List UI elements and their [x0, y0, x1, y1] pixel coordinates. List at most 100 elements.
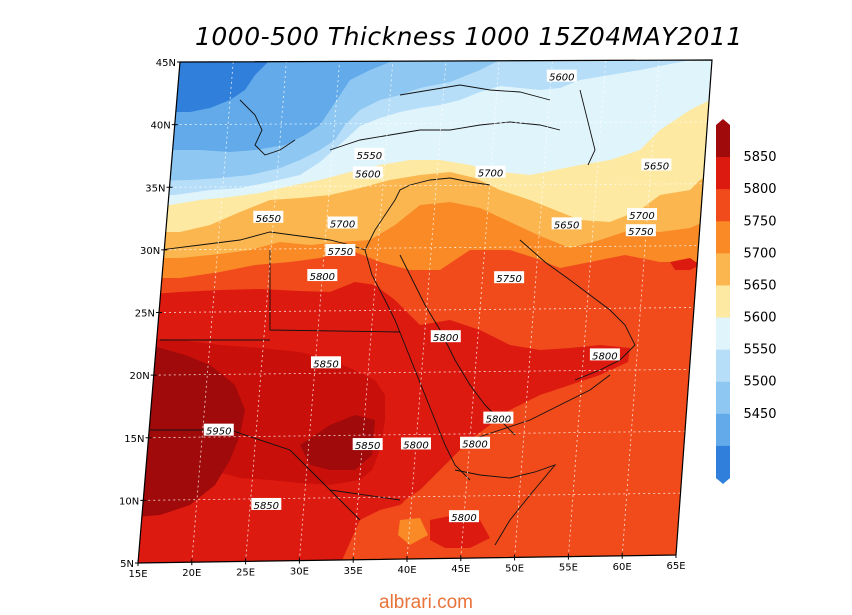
contour-label-bg	[448, 510, 479, 523]
longitude-label: 65E	[666, 561, 685, 572]
coastline-caspian	[579, 89, 596, 166]
contour-label-text: 5750	[328, 247, 353, 258]
contour-label-bg	[352, 438, 383, 451]
contour-label-bg	[352, 166, 383, 179]
latitude-label: 5N	[120, 559, 134, 570]
contour-label-text: 5750	[496, 274, 521, 285]
contour-label-bg	[625, 224, 656, 237]
contour-label-bg	[459, 436, 490, 449]
contour-label-text: 5650	[554, 220, 579, 231]
contour-label-bg	[325, 243, 356, 256]
contour-label: 5700	[475, 165, 506, 180]
contour-label-text: 5700	[629, 211, 654, 222]
contour-label-text: 5750	[628, 227, 653, 238]
contour-label: 5700	[627, 208, 658, 222]
contour-label-text: 5800	[462, 440, 487, 451]
contour-label: 5800	[430, 330, 461, 344]
map-fill-layer	[138, 60, 712, 563]
contour-label-text: 5800	[592, 351, 617, 362]
parallel-line	[174, 121, 708, 126]
contour-label: 5650	[551, 217, 582, 231]
contour-label: 5750	[625, 224, 656, 238]
longitude-label: 40E	[397, 565, 416, 576]
legend-swatch	[716, 221, 730, 254]
band-5900-east	[300, 415, 375, 470]
contour-label-bg	[494, 271, 525, 284]
parallel-line	[158, 307, 695, 313]
contour-label: 5600	[546, 69, 577, 84]
latitude-label: 45N	[156, 58, 176, 69]
parallel-line	[164, 245, 699, 251]
contour-label-bg	[327, 216, 358, 229]
longitude-label: 45E	[451, 564, 470, 575]
legend-swatch	[716, 189, 730, 222]
contour-label-bg	[310, 356, 341, 369]
contour-label: 5750	[494, 271, 525, 285]
legend-swatch	[716, 125, 730, 158]
contour-label-text: 5700	[478, 169, 503, 180]
meridian-line	[245, 61, 287, 562]
color-legend: 5850 5800 5750 5700 5650 5600 5550 5500 5450	[716, 119, 777, 484]
contour-label-layer: 5600 5550 5600 5700 5650 5650 5700 5650 5700 5750…	[203, 69, 672, 524]
band-5900	[138, 345, 245, 520]
longitude-label: 30E	[290, 567, 309, 578]
contour-label: 5800	[400, 437, 431, 451]
latitude-label: 10N	[119, 496, 139, 507]
legend-swatch	[716, 413, 730, 447]
contour-label: 5700	[327, 216, 358, 231]
legend-swatch	[716, 349, 730, 383]
map-title: 1000-500 Thickness 1000 15Z04MAY2011	[195, 22, 743, 51]
coastline-arabia-south	[469, 374, 611, 441]
coastline-turkey	[329, 121, 561, 151]
contour-label-bg	[354, 147, 385, 160]
meridian-line	[514, 60, 553, 558]
contour-label-bg	[203, 423, 234, 436]
contour-label-bg	[546, 69, 577, 82]
contour-label-text: 5800	[486, 415, 511, 426]
longitude-label: 15E	[128, 569, 147, 580]
band-5800-horn	[430, 515, 490, 548]
coastline-gulf	[519, 239, 636, 381]
contour-label: 5850	[352, 438, 383, 452]
meridian-line	[352, 61, 394, 560]
band-5700-horn	[398, 518, 428, 545]
coastline-greece	[239, 99, 296, 156]
contour-label-text: 5700	[330, 220, 355, 231]
longitude-label: 60E	[613, 562, 632, 573]
meridian-line	[191, 61, 234, 563]
contour-label-bg	[251, 497, 282, 510]
latitude-label: 40N	[151, 121, 171, 132]
legend-swatch	[716, 445, 730, 479]
border-egypt-sudan	[269, 250, 401, 333]
legend-swatch	[716, 381, 730, 415]
legend-swatch	[716, 285, 730, 319]
contour-label: 5800	[589, 348, 620, 362]
contour-label: 5550	[354, 147, 385, 162]
longitude-label: 20E	[182, 568, 201, 579]
latitude-label: 15N	[124, 434, 144, 445]
latitude-label: 35N	[145, 183, 165, 194]
contour-label-text: 5850	[254, 501, 279, 512]
contour-label-bg	[641, 158, 672, 171]
legend-swatch	[716, 317, 730, 351]
legend-swatch	[716, 157, 730, 190]
longitude-labels: 15E 20E 25E 30E 35E 40E 45E 50E 55E 60E 65E	[128, 552, 686, 580]
legend-level-label: 5550	[743, 343, 776, 358]
legend-level-label: 5450	[743, 407, 776, 422]
border-africa-south	[150, 429, 401, 521]
longitude-label: 55E	[559, 563, 578, 574]
legend-level-label: 5600	[743, 311, 776, 326]
legend-bottom-cap	[716, 478, 730, 484]
latitude-label: 20N	[130, 371, 150, 382]
contour-label-text: 5800	[433, 333, 458, 344]
longitude-label: 50E	[505, 563, 524, 574]
longitude-label: 25E	[236, 567, 255, 578]
contour-label-bg	[627, 208, 658, 221]
contour-label-text: 5600	[549, 73, 574, 84]
contour-label: 5800	[448, 510, 479, 524]
contour-label: 5800	[307, 269, 338, 283]
contour-label-bg	[307, 269, 338, 282]
longitude-label: 35E	[344, 566, 363, 577]
contour-label-text: 5800	[403, 440, 428, 451]
